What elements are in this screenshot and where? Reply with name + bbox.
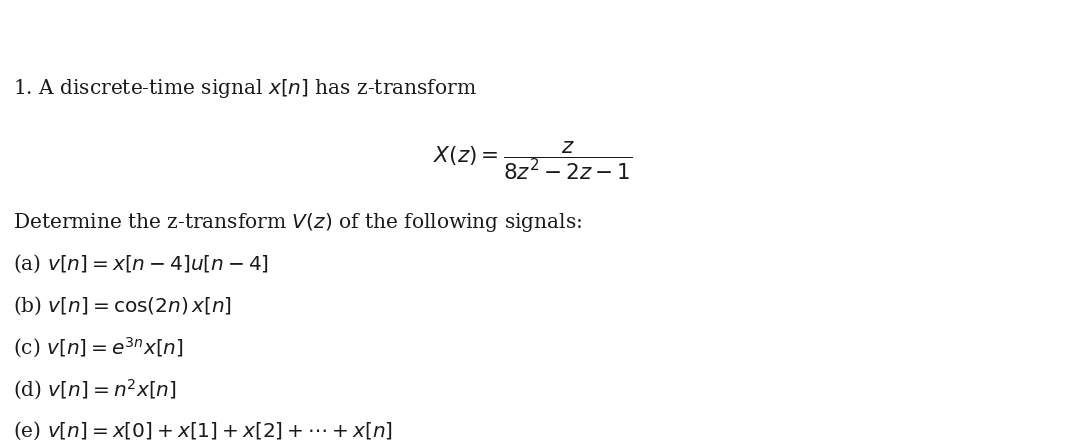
Text: (c) $v[n] = e^{3n}x[n]$: (c) $v[n] = e^{3n}x[n]$ <box>13 335 183 360</box>
Text: (d) $v[n] = n^2 x[n]$: (d) $v[n] = n^2 x[n]$ <box>13 377 177 402</box>
Text: Determine the z-transform $V(z)$ of the following signals:: Determine the z-transform $V(z)$ of the … <box>13 211 581 234</box>
Text: 1. A discrete-time signal $x[n]$ has z-transform: 1. A discrete-time signal $x[n]$ has z-t… <box>13 77 477 99</box>
Text: (e) $v[n] = x[0] + x[1] + x[2] + \cdots + x[n]$: (e) $v[n] = x[0] + x[1] + x[2] + \cdots … <box>13 419 393 440</box>
Text: (b) $v[n] = \cos(2n)\, x[n]$: (b) $v[n] = \cos(2n)\, x[n]$ <box>13 295 232 317</box>
Text: $X(z) = \dfrac{z}{8z^2 - 2z - 1}$: $X(z) = \dfrac{z}{8z^2 - 2z - 1}$ <box>432 139 633 182</box>
Text: (a) $v[n] = x[n-4]u[n-4]$: (a) $v[n] = x[n-4]u[n-4]$ <box>13 253 268 275</box>
